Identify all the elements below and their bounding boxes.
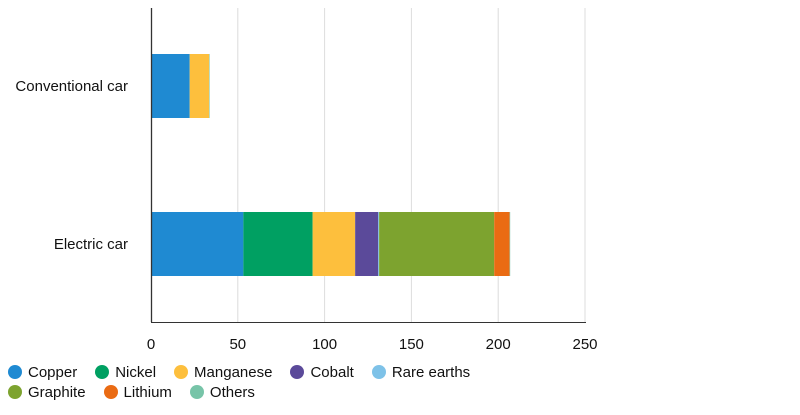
bar-segment-cobalt [355,212,379,276]
x-tick-label: 50 [229,336,246,353]
bar-segment-manganese [312,212,356,276]
legend-label: Cobalt [310,363,354,381]
legend-swatch [8,365,22,379]
bar-segment-manganese [189,54,210,118]
x-tick-label: 100 [312,336,337,353]
x-tick-labels: 0 50 100 150 200 250 [147,336,598,353]
category-label: Conventional car [15,78,128,95]
category-label: Electric car [54,236,128,253]
legend-label: Manganese [194,363,273,381]
legend-item: Copper [8,364,77,381]
bar-segment-copper [151,212,244,276]
chart-area: 0 50 100 150 200 250 Conventional car Electric… [15,8,598,353]
bar-stacks [151,54,511,276]
category-labels: Conventional car Electric car [15,78,128,253]
legend-swatch [371,365,386,379]
legend-label: Graphite [28,383,86,401]
legend-swatch [103,385,118,399]
bar-segment-others [509,212,511,276]
x-tick-label: 250 [572,336,597,353]
bar-segment-rare-earths [378,212,380,276]
x-tick-label: 0 [147,336,155,353]
legend-swatch [174,365,189,379]
legend-swatch [95,365,110,379]
legend-item: Manganese [174,364,272,381]
bar-segment-others [209,54,210,118]
legend-label: Copper [28,363,78,381]
legend-swatch [290,365,305,379]
legend-label: Others [209,383,255,401]
legend-row: Copper Nickel Manganese Cobalt Rare earths [8,362,568,382]
legend-item: Others [189,383,255,401]
legend-label: Rare earths [391,363,471,381]
x-tick-label: 200 [486,336,511,353]
bar-segment-graphite [379,212,495,276]
legend-swatch [8,385,22,399]
bar-segment-copper [151,54,190,118]
legend-item: Cobalt [290,363,354,381]
legend-item: Graphite [8,384,86,401]
legend-item: Rare earths [371,363,471,381]
legend: Copper Nickel Manganese Cobalt Rare earths Gr… [8,362,568,402]
legend-label: Lithium [123,383,172,401]
x-tick-label: 150 [399,336,424,353]
legend-label: Nickel [115,363,157,381]
legend-item: Lithium [103,383,172,401]
bar-segment-nickel [243,212,313,276]
legend-item: Nickel [95,364,156,381]
legend-swatch [189,385,204,399]
bar-segment-lithium [494,212,510,276]
legend-row: Graphite Lithium Others [8,382,568,402]
